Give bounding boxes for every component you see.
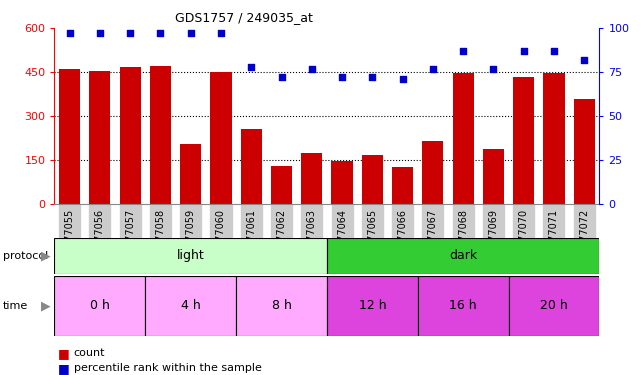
Bar [327, 276, 418, 336]
Text: 12 h: 12 h [358, 299, 386, 312]
Point [306, 66, 317, 72]
Point [397, 76, 408, 82]
Text: 20 h: 20 h [540, 299, 568, 312]
Point [95, 30, 105, 36]
Point [276, 75, 287, 81]
Bar [240, 129, 262, 204]
Point [519, 48, 529, 54]
Point [125, 30, 135, 36]
Point [246, 64, 256, 70]
Text: ▶: ▶ [41, 249, 51, 262]
Bar [89, 71, 110, 204]
Bar [180, 144, 201, 204]
Text: 8 h: 8 h [272, 299, 292, 312]
Bar [236, 276, 327, 336]
Point [428, 66, 438, 72]
Point [216, 30, 226, 36]
Bar [150, 66, 171, 204]
Bar [59, 69, 80, 204]
Bar [508, 276, 599, 336]
Text: percentile rank within the sample: percentile rank within the sample [74, 363, 262, 373]
Point [458, 48, 469, 54]
Bar [301, 153, 322, 204]
Bar [271, 166, 292, 204]
Point [155, 30, 165, 36]
Bar [574, 99, 595, 204]
Bar [544, 73, 565, 204]
Point [337, 75, 347, 81]
Text: protocol: protocol [3, 251, 49, 261]
Bar [146, 276, 236, 336]
Bar [418, 276, 508, 336]
Bar [54, 238, 327, 274]
Bar [120, 67, 141, 204]
Text: 0 h: 0 h [90, 299, 110, 312]
Text: 16 h: 16 h [449, 299, 477, 312]
Point [186, 30, 196, 36]
Bar [392, 167, 413, 204]
Bar [54, 276, 146, 336]
Bar [210, 72, 231, 204]
Point [488, 66, 499, 72]
Text: ■: ■ [58, 362, 69, 375]
Bar [483, 148, 504, 204]
Point [549, 48, 559, 54]
Text: 4 h: 4 h [181, 299, 201, 312]
Text: dark: dark [449, 249, 477, 262]
Point [65, 30, 75, 36]
Bar [331, 161, 353, 204]
Text: time: time [3, 301, 28, 310]
Text: light: light [177, 249, 204, 262]
Bar [513, 76, 534, 204]
Text: count: count [74, 348, 105, 358]
Bar [453, 73, 474, 204]
Text: ▶: ▶ [41, 299, 51, 312]
Text: GDS1757 / 249035_at: GDS1757 / 249035_at [174, 11, 313, 24]
Point [367, 75, 378, 81]
Bar [362, 155, 383, 204]
Bar [327, 238, 599, 274]
Bar [422, 141, 444, 204]
Text: ■: ■ [58, 347, 69, 360]
Point [579, 57, 589, 63]
